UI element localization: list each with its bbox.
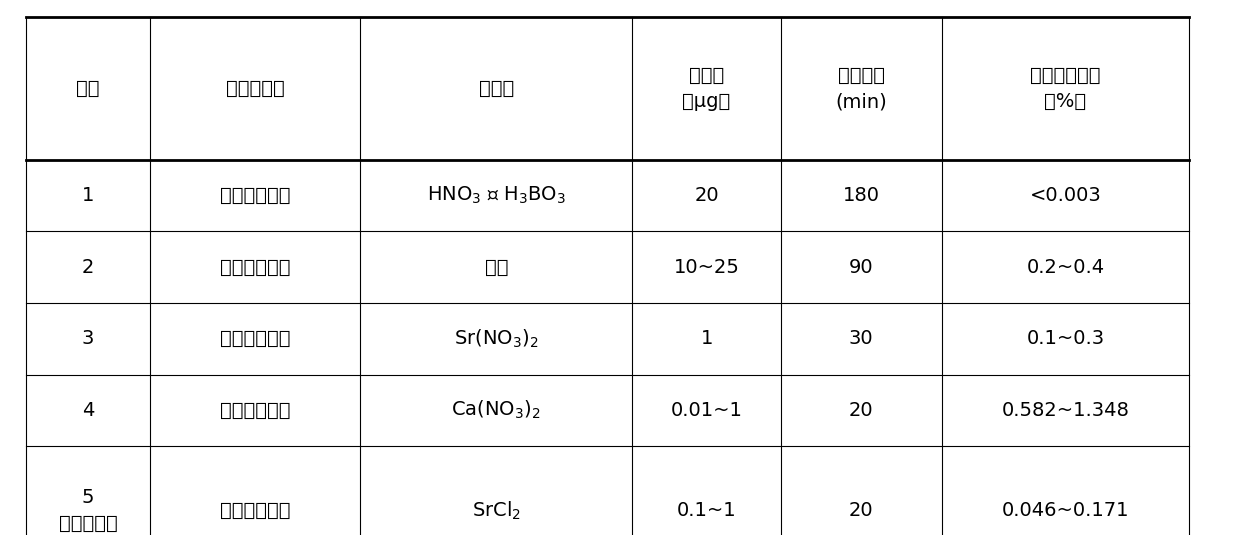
Text: 0.1~1: 0.1~1 [677, 501, 737, 520]
Text: 负热电离质谱: 负热电离质谱 [219, 501, 290, 520]
Text: 正热电离质谱: 正热电离质谱 [219, 186, 290, 205]
Text: 相对标准偏差
（%）: 相对标准偏差 （%） [1030, 65, 1101, 111]
Text: 20: 20 [849, 401, 873, 420]
Text: 甘油: 甘油 [485, 258, 508, 277]
Text: 正热电离质谱: 正热电离质谱 [219, 258, 290, 277]
Text: HNO$_3$ 和 H$_3$BO$_3$: HNO$_3$ 和 H$_3$BO$_3$ [427, 185, 565, 207]
Text: 热电离极性: 热电离极性 [226, 79, 284, 98]
Text: 负热电离质谱: 负热电离质谱 [219, 401, 290, 420]
Text: Ca(NO$_3$)$_2$: Ca(NO$_3$)$_2$ [451, 399, 541, 422]
Text: <0.003: <0.003 [1029, 186, 1101, 205]
Text: 5
（本发明）: 5 （本发明） [58, 488, 118, 533]
Text: 0.046~0.171: 0.046~0.171 [1002, 501, 1130, 520]
Text: 序号: 序号 [76, 79, 99, 98]
Text: 4: 4 [82, 401, 94, 420]
Text: 涂样量
（μg）: 涂样量 （μg） [682, 65, 730, 111]
Text: 0.582~1.348: 0.582~1.348 [1002, 401, 1130, 420]
Text: 3: 3 [82, 329, 94, 348]
Text: 0.2~0.4: 0.2~0.4 [1027, 258, 1105, 277]
Text: 测量时间
(min): 测量时间 (min) [836, 65, 887, 111]
Text: Sr(NO$_3$)$_2$: Sr(NO$_3$)$_2$ [454, 327, 538, 350]
Text: 2: 2 [82, 258, 94, 277]
Text: 负热电离质谱: 负热电离质谱 [219, 329, 290, 348]
Text: 0.01~1: 0.01~1 [671, 401, 743, 420]
Text: 180: 180 [843, 186, 879, 205]
Text: 20: 20 [694, 186, 719, 205]
Text: 0.1~0.3: 0.1~0.3 [1027, 329, 1105, 348]
Text: 1: 1 [701, 329, 713, 348]
Text: 30: 30 [849, 329, 873, 348]
Text: 发射剂: 发射剂 [479, 79, 513, 98]
Text: 10~25: 10~25 [673, 258, 739, 277]
Text: SrCl$_2$: SrCl$_2$ [472, 499, 521, 522]
Text: 20: 20 [849, 501, 873, 520]
Text: 1: 1 [82, 186, 94, 205]
Text: 90: 90 [849, 258, 873, 277]
